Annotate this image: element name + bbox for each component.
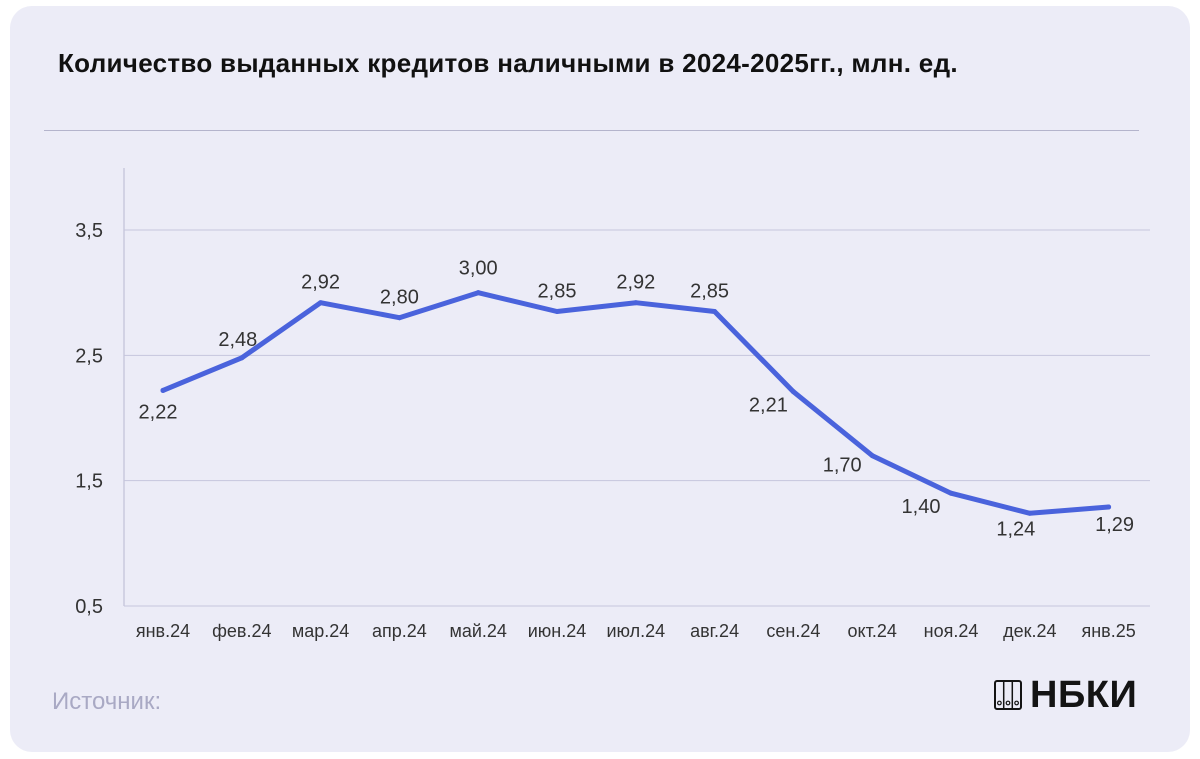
data-point [396,315,402,321]
title-divider [44,130,1139,131]
x-tick-label: авг.24 [690,621,739,641]
x-tick-label: янв.24 [136,621,190,641]
data-label: 2,92 [301,272,340,294]
x-tick-label: сен.24 [766,621,820,641]
x-tick-label: июл.24 [606,621,665,641]
data-point [239,355,245,361]
data-label: 1,70 [823,455,862,477]
data-label: 2,48 [218,329,257,351]
x-tick-label: ноя.24 [924,621,979,641]
data-label: 2,80 [380,287,419,309]
x-tick-label: фев.24 [212,621,271,641]
x-tick-label: мар.24 [292,621,349,641]
data-point [712,308,718,314]
x-tick-label: янв.25 [1081,621,1135,641]
data-point [318,300,324,306]
data-point [948,490,954,496]
data-point [475,290,481,296]
data-point [1027,510,1033,516]
x-tick-label: апр.24 [372,621,427,641]
x-tick-label: июн.24 [528,621,587,641]
data-point [869,453,875,459]
brand-name: НБКИ [1030,673,1138,716]
source-label: Источник: [52,688,162,715]
x-tick-label: дек.24 [1003,621,1056,641]
data-label: 1,40 [902,496,941,518]
x-tick-label: окт.24 [848,621,897,641]
data-label: 2,85 [690,280,729,302]
data-label: 3,00 [459,258,498,280]
data-point [1106,504,1112,510]
data-label: 2,22 [139,401,178,423]
y-tick-label: 2,5 [75,345,103,367]
chart-title: Количество выданных кредитов наличными в… [58,48,958,78]
data-point [633,300,639,306]
brand-logo: НБКИ [994,673,1138,716]
y-tick-label: 0,5 [75,596,103,618]
y-tick-label: 1,5 [75,471,103,493]
data-point [554,308,560,314]
data-label: 1,29 [1095,514,1134,536]
data-label: 2,92 [616,272,655,294]
nbki-logo-icon [994,680,1022,710]
x-tick-label: май.24 [449,621,506,641]
data-label: 2,85 [538,280,577,302]
data-point [160,387,166,393]
data-label: 2,21 [749,395,788,417]
data-point [790,389,796,395]
data-label: 1,24 [996,518,1035,540]
y-tick-label: 3,5 [75,220,103,242]
